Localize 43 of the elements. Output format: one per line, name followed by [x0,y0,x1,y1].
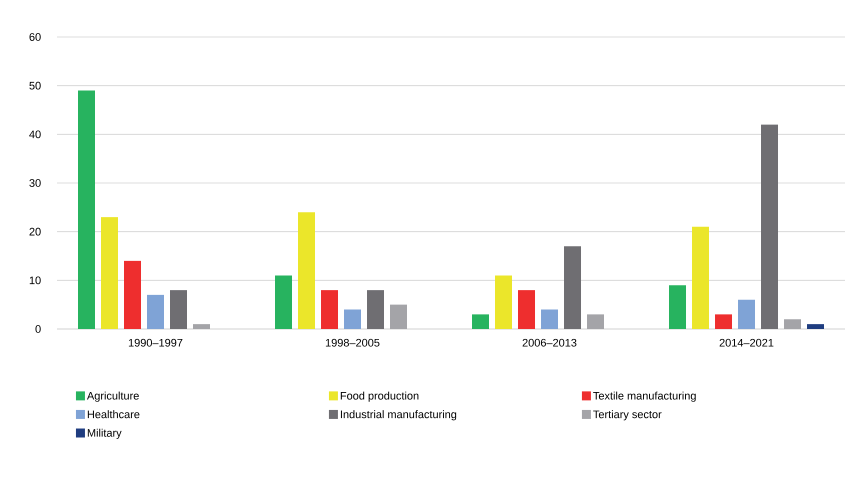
y-tick-label: 50 [29,82,41,90]
bar [761,124,778,329]
bar [587,314,604,329]
legend-label: Healthcare [88,410,140,418]
legend-label: Military [88,428,122,439]
x-tick-label: 1990–1997 [128,338,182,347]
bar [390,304,408,329]
x-tick-label: 1998–2005 [326,338,380,347]
y-tick-label: 10 [30,276,41,284]
bar [298,212,316,329]
legend-label: Food production [340,392,418,402]
bar [367,290,384,329]
y-tick-label: 0 [35,325,41,333]
bar [669,285,686,329]
y-tick-label: 60 [30,33,41,41]
bar [738,300,756,329]
y-tick-label: 20 [30,228,41,236]
bar [518,290,536,329]
legend-label: Agriculture [86,392,139,402]
bar [495,275,512,329]
bar [541,310,558,329]
bar [124,260,141,329]
bar [715,314,732,329]
bar [321,290,338,329]
y-tick-label: 40 [29,130,41,138]
legend-label: Textile manufacturing [593,392,696,402]
x-tick-label: 2006–2013 [522,338,576,347]
bar [101,217,118,329]
bar [170,290,187,329]
bar [807,324,824,329]
bar [692,226,710,329]
bar [275,275,292,329]
legend-label: Industrial manufacturing [340,410,456,420]
bar [564,246,582,329]
bar [78,90,95,329]
bar [472,314,490,329]
bar [147,294,164,329]
bar [784,319,802,329]
bar [344,310,362,329]
y-tick-label: 30 [29,179,41,187]
bar [193,324,210,329]
legend-label: Tertiary sector [593,410,662,420]
x-tick-label: 2014–2021 [720,338,774,347]
